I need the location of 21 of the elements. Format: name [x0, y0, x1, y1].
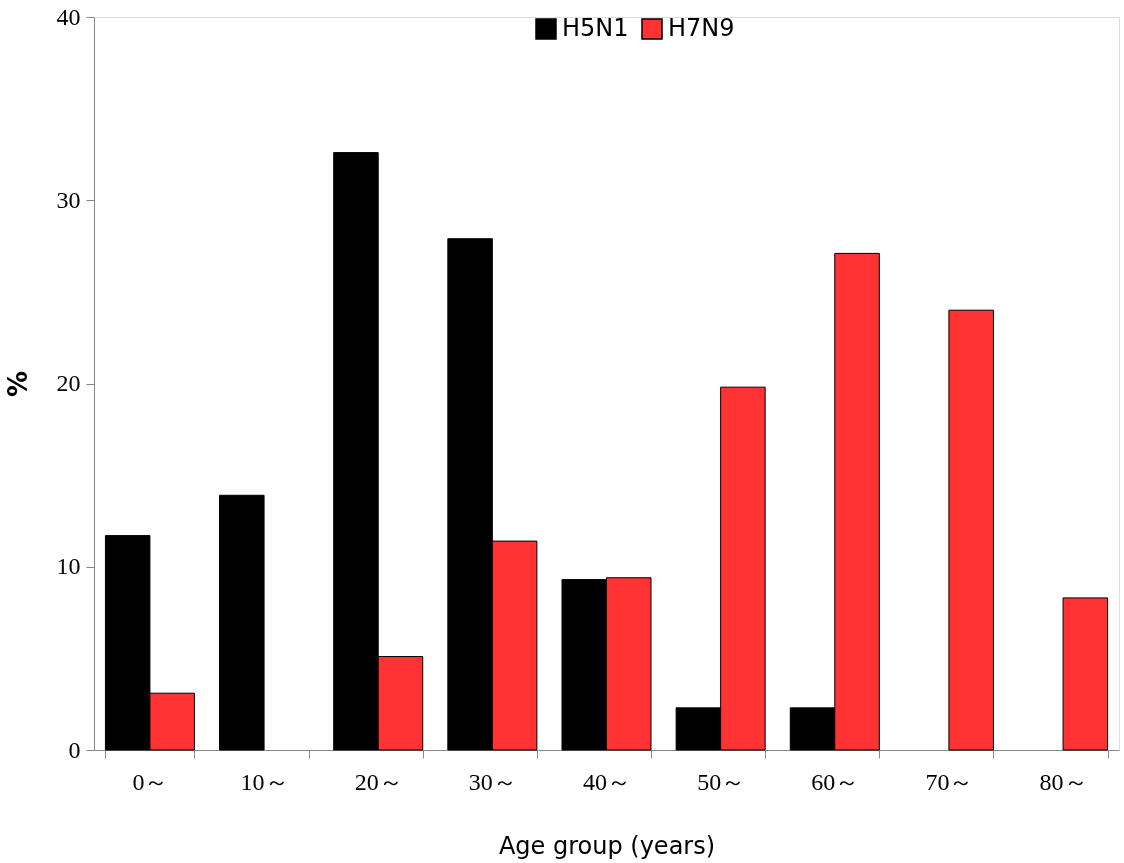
x-tick-label: 0～: [132, 768, 169, 795]
bar: [948, 309, 994, 751]
x-tick-label: 50～: [697, 768, 746, 795]
x-tick-label: 60～: [811, 768, 860, 795]
x-tick-label: 10～: [240, 768, 289, 795]
legend-label: H7N9: [668, 14, 735, 42]
bar: [1062, 597, 1109, 751]
x-axis-title: Age group (years): [498, 831, 716, 860]
legend-label: H5N1: [562, 14, 629, 42]
x-tick-label: 70～: [925, 768, 974, 795]
y-tick-label: 10: [56, 553, 81, 580]
y-tick-label: 20: [56, 370, 81, 396]
x-tick-label: 30～: [468, 768, 517, 795]
y-tick-label: 40: [56, 3, 81, 30]
y-axis-title: %: [2, 370, 33, 398]
x-tick-label: 20～: [354, 768, 403, 795]
x-tick-label: 80～: [1039, 768, 1088, 795]
y-tick-label: 30: [56, 186, 81, 213]
x-tick-label: 40～: [583, 768, 631, 795]
bar: [219, 494, 265, 751]
y-tick-label: 0: [68, 736, 81, 763]
